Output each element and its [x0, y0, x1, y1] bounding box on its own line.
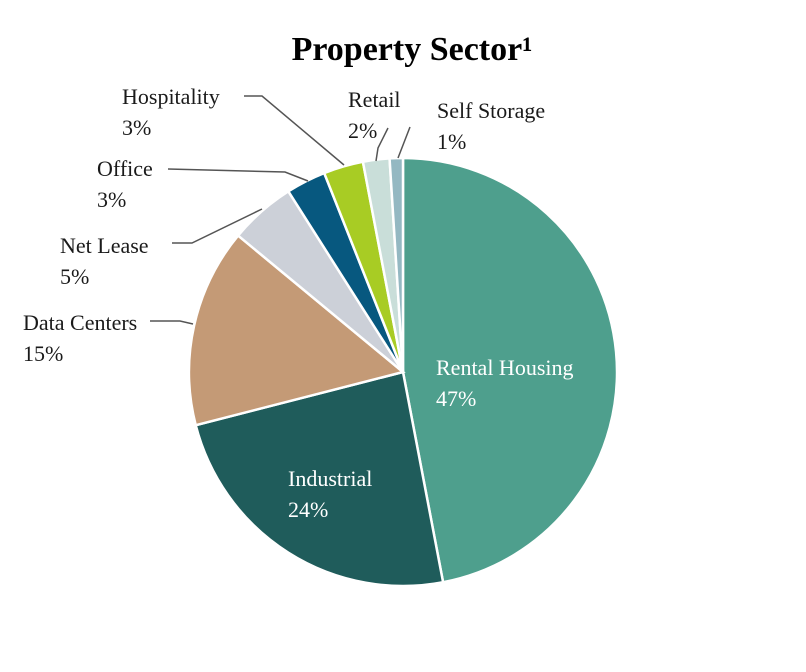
- value-data-centers: 15%: [23, 341, 63, 366]
- leader-hospitality: [244, 95, 345, 166]
- slice-data-centers: [187, 233, 406, 427]
- value-rental-housing: 47%: [436, 386, 476, 411]
- leader-data-centers: [150, 320, 194, 325]
- label-rental-housing: Rental Housing: [436, 355, 574, 380]
- leader-net-lease: [172, 208, 263, 244]
- value-net-lease: 5%: [60, 264, 89, 289]
- value-self-storage: 1%: [437, 129, 466, 154]
- value-industrial: 24%: [288, 497, 328, 522]
- slice-labels: Rental Housing 47% Industrial 24% Data Cente…: [23, 84, 574, 522]
- value-office: 3%: [97, 187, 126, 212]
- slice-rental-housing: [401, 156, 619, 584]
- chart-title: Property Sector¹: [292, 31, 533, 68]
- value-hospitality: 3%: [122, 115, 151, 140]
- label-industrial: Industrial: [288, 466, 372, 491]
- leader-self-storage: [397, 126, 411, 159]
- slice-self-storage: [388, 156, 405, 373]
- label-retail: Retail: [348, 87, 401, 112]
- label-data-centers: Data Centers: [23, 310, 137, 335]
- leader-office: [167, 168, 309, 182]
- slice-industrial: [194, 370, 445, 588]
- leader-lines: [150, 95, 411, 325]
- pie-slices: [187, 156, 619, 588]
- leader-retail: [375, 127, 389, 162]
- label-net-lease: Net Lease: [60, 233, 149, 258]
- label-hospitality: Hospitality: [122, 84, 220, 109]
- label-office: Office: [97, 156, 153, 181]
- label-self-storage: Self Storage: [437, 98, 545, 123]
- value-retail: 2%: [348, 118, 377, 143]
